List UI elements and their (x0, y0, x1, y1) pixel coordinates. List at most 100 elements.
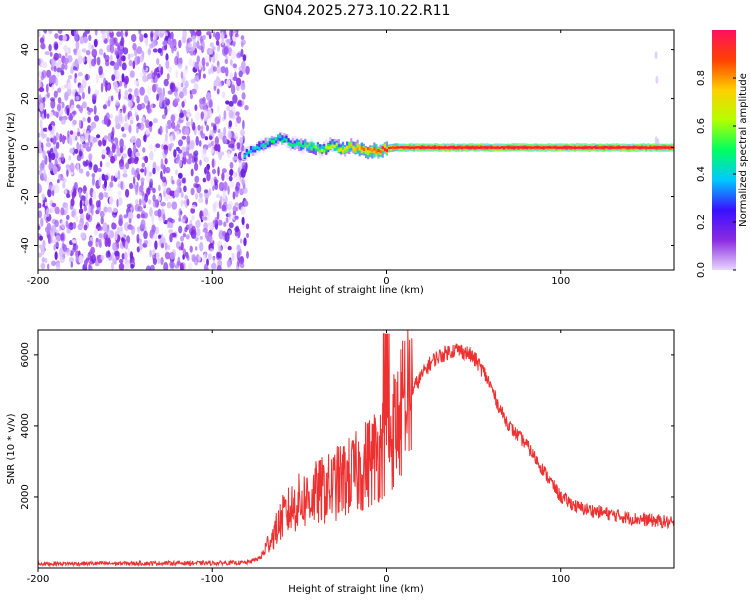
noise-blob (201, 215, 205, 221)
noise-blob (55, 235, 61, 242)
noise-blob (204, 189, 208, 194)
noise-blob (190, 46, 195, 52)
noise-blob (162, 40, 168, 46)
noise-blob (69, 162, 75, 173)
noise-blob (114, 115, 120, 125)
noise-blob (56, 67, 62, 73)
noise-blob (93, 164, 98, 173)
ridge-cell (461, 146, 464, 149)
ridge-cell (649, 146, 652, 149)
ridge-cell (603, 146, 606, 149)
noise-blob (143, 240, 149, 245)
noise-blob (151, 214, 155, 224)
noise-blob (240, 129, 245, 137)
noise-blob (85, 73, 89, 81)
noise-blob (39, 102, 44, 112)
ridge-cell (400, 146, 403, 149)
noise-blob (154, 30, 160, 38)
noise-blob (218, 245, 222, 253)
noise-blob (41, 61, 47, 69)
noise-blob (240, 168, 246, 178)
noise-blob (91, 58, 96, 67)
noise-blob (63, 57, 69, 65)
noise-blob (202, 254, 206, 264)
noise-blob (121, 62, 127, 71)
ridge-cell (268, 140, 271, 147)
ridge-cell (528, 146, 531, 149)
noise-blob (122, 133, 127, 138)
noise-blob (155, 143, 161, 148)
noise-blob (121, 126, 125, 132)
noise-blob (45, 83, 49, 93)
noise-blob (152, 48, 158, 53)
noise-blob (192, 41, 198, 50)
ridge-cell (473, 146, 476, 149)
noise-blob (122, 173, 128, 178)
noise-blob (65, 52, 68, 57)
noise-blob (654, 136, 658, 145)
ridge-cell (272, 140, 276, 144)
spectrogram-y-tick-label: -40 (20, 237, 31, 253)
noise-blob (204, 55, 210, 65)
noise-blob (186, 198, 190, 206)
colorbar-tick-label: 0.0 (696, 262, 707, 278)
noise-blob (180, 241, 184, 251)
noise-blob (85, 170, 90, 177)
noise-blob (78, 208, 84, 215)
ridge-cell (364, 147, 368, 151)
noise-blob (243, 237, 247, 247)
noise-blob (79, 222, 83, 229)
noise-blob (175, 169, 178, 175)
noise-blob (74, 58, 79, 68)
noise-blob (57, 179, 60, 184)
snr-y-ticks: 2000 4000 6000 (20, 342, 674, 510)
noise-blob (79, 168, 84, 174)
noise-blob (136, 46, 143, 55)
noise-blob (112, 242, 117, 251)
noise-blob (89, 142, 93, 148)
noise-blob (70, 104, 75, 112)
noise-blob (111, 222, 117, 230)
noise-blob (77, 71, 83, 77)
noise-blob (173, 149, 177, 158)
noise-blob (207, 232, 213, 243)
spectrogram-x-tick-label: -100 (201, 276, 224, 287)
noise-blob (140, 213, 146, 219)
noise-blob (209, 42, 214, 48)
noise-blob (209, 98, 213, 109)
ridge-cell (252, 146, 255, 150)
ridge-cell (406, 146, 409, 149)
noise-blob (136, 103, 143, 111)
noise-blob (216, 252, 222, 259)
noise-blob (206, 31, 212, 36)
noise-blob (66, 193, 71, 198)
ridge-cell (360, 146, 363, 150)
colorbar-tick-label: 0.8 (696, 70, 707, 86)
noise-blob (95, 74, 99, 84)
noise-blob (85, 192, 89, 200)
ridge-cell (394, 146, 397, 149)
ridge-cell (475, 146, 478, 149)
noise-blob (230, 49, 236, 60)
ridge-cell (488, 146, 491, 149)
ridge-cell (356, 143, 359, 150)
noise-blob (104, 237, 109, 247)
noise-blob (55, 262, 61, 270)
noise-blob (161, 176, 167, 183)
noise-blob (181, 135, 187, 140)
noise-blob (202, 73, 206, 79)
noise-blob (143, 95, 149, 104)
ridge-cell (505, 146, 508, 149)
spectrogram-y-tick-label: 40 (20, 43, 31, 56)
ridge-cell (586, 146, 589, 149)
noise-blob (232, 191, 236, 200)
noise-blob (202, 65, 206, 72)
colorbar-tick-label: 0.6 (696, 118, 707, 134)
ridge-cell (369, 147, 372, 151)
noise-blob (241, 178, 245, 186)
ridge-cell (436, 146, 439, 149)
ridge-cell (666, 146, 669, 149)
noise-blob (95, 209, 100, 215)
noise-blob (133, 159, 139, 165)
noise-blob (211, 122, 214, 127)
